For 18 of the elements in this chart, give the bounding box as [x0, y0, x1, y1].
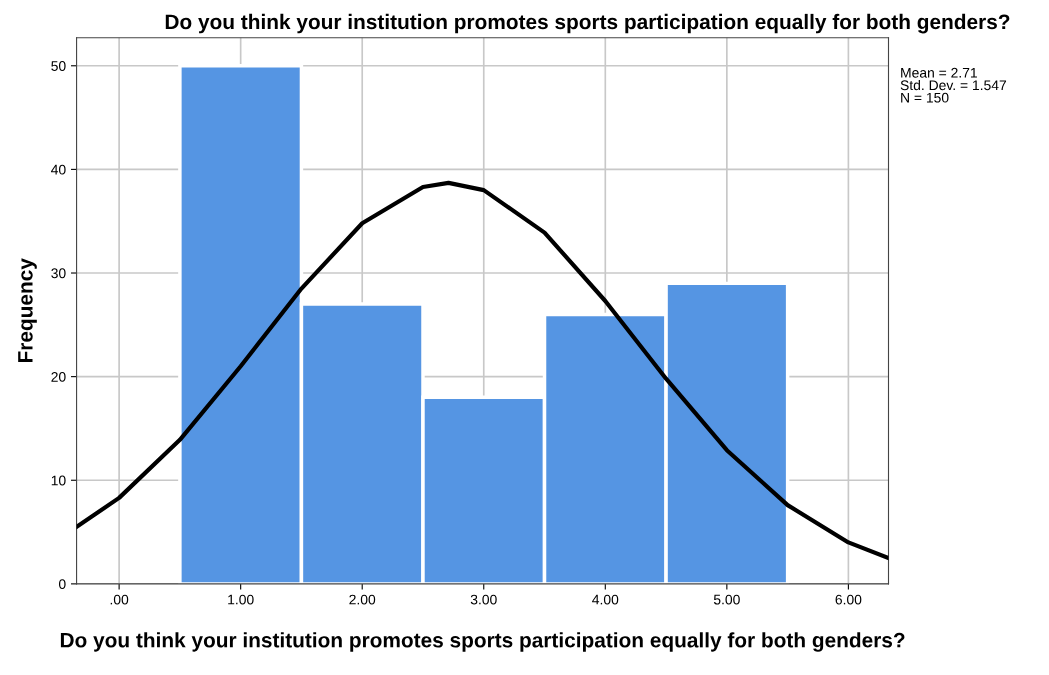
- y-tick-label: 20: [51, 371, 66, 382]
- x-tick-label: 5.00: [713, 594, 740, 605]
- y-axis-title: Frequency: [18, 258, 37, 363]
- y-tick-label: 30: [51, 268, 66, 279]
- x-tick-label: 4.00: [592, 594, 619, 605]
- y-tick-label: 50: [51, 61, 66, 71]
- line-series: [76, 180, 889, 561]
- y-tick-label: 40: [51, 164, 66, 175]
- x-tick-label: .00: [110, 594, 129, 605]
- chart-title: Do you think your institution promotes sports participation equally for both genders?: [165, 13, 1010, 34]
- y-tick-label: 10: [51, 475, 66, 486]
- y-tick-label: 0: [58, 579, 66, 590]
- x-tick-label: 3.00: [470, 594, 497, 605]
- x-tick-label: 2.00: [349, 594, 376, 605]
- x-axis-title: Do you think your institution promotes sports participation equally for both genders?: [60, 632, 905, 652]
- x-tick-label: 1.00: [228, 594, 254, 605]
- text: Mean = 2.71 Std. Dev. = 1.547 N = 150: [900, 67, 1007, 103]
- x-tick-label: 6.00: [835, 594, 862, 605]
